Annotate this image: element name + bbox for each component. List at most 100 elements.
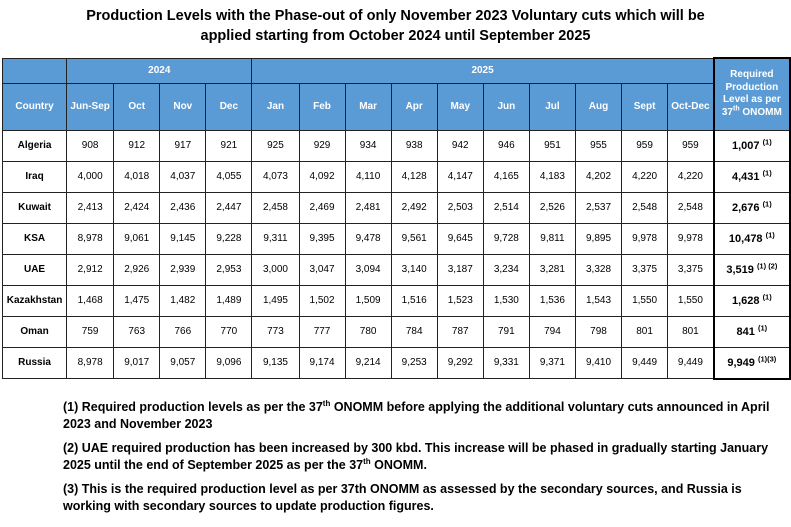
value-cell: 2,537 xyxy=(574,191,623,224)
value-cell: 942 xyxy=(436,129,484,162)
value-cell: 2,912 xyxy=(66,253,115,286)
required-level-footnote-ref: (1) (2) xyxy=(756,260,778,270)
value-cell: 9,228 xyxy=(205,222,253,255)
column-header: Sept xyxy=(621,82,669,131)
value-cell: 4,220 xyxy=(621,160,669,193)
value-cell: 787 xyxy=(436,315,484,348)
value-cell: 2,939 xyxy=(159,253,207,286)
country-cell: Kuwait xyxy=(1,191,68,224)
value-cell: 9,478 xyxy=(344,222,392,255)
column-header-row: Country Jun-Sep Oct Nov Dec Jan Feb Mar Apr May J… xyxy=(1,82,791,131)
required-header-text: Required Production Level as per 37 xyxy=(721,69,781,118)
column-header: Oct-Dec xyxy=(667,82,715,131)
value-cell: 9,292 xyxy=(436,346,484,379)
value-cell: 4,128 xyxy=(390,160,438,193)
value-cell: 1,543 xyxy=(574,284,623,317)
production-table: 2024 2025 Required Production Level as p… xyxy=(1,57,791,380)
value-cell: 4,092 xyxy=(298,160,346,193)
value-cell: 938 xyxy=(390,129,438,162)
value-cell: 1,536 xyxy=(528,284,576,317)
value-cell: 1,489 xyxy=(205,284,253,317)
year-header-row: 2024 2025 Required Production Level as p… xyxy=(1,57,791,131)
required-level-footnote-ref: (1) xyxy=(757,322,768,332)
value-cell: 3,281 xyxy=(528,253,576,286)
column-header: May xyxy=(436,82,484,131)
column-header: Nov xyxy=(159,82,207,131)
required-level-value: 1,628 xyxy=(731,294,760,307)
required-level-cell: 2,676 (1) xyxy=(712,191,791,224)
value-cell: 8,978 xyxy=(66,346,115,379)
value-cell: 9,978 xyxy=(667,222,715,255)
value-cell: 9,311 xyxy=(251,222,300,255)
year-2025-header: 2025 xyxy=(251,57,715,84)
column-header: Jul xyxy=(528,82,576,131)
table-row: KSA 8,978 9,061 9,145 9,228 9,311 9,395 9,478 9,… xyxy=(1,222,791,255)
value-cell: 2,436 xyxy=(159,191,207,224)
value-cell: 908 xyxy=(66,129,115,162)
value-cell: 4,183 xyxy=(528,160,576,193)
required-level-footnote-ref: (1) xyxy=(762,198,772,208)
value-cell: 9,057 xyxy=(159,346,207,379)
value-cell: 4,037 xyxy=(159,160,207,193)
country-cell: Kazakhstan xyxy=(1,284,68,317)
required-level-footnote-ref: (1) xyxy=(765,229,775,239)
value-cell: 4,220 xyxy=(667,160,715,193)
value-cell: 9,410 xyxy=(574,346,623,379)
title-line-2: applied starting from October 2024 until… xyxy=(200,28,591,44)
value-cell: 917 xyxy=(159,129,207,162)
value-cell: 766 xyxy=(159,315,207,348)
value-cell: 9,096 xyxy=(205,346,253,379)
value-cell: 9,253 xyxy=(390,346,438,379)
required-level-value: 3,519 xyxy=(726,263,754,276)
required-level-cell: 10,478 (1) xyxy=(712,222,791,255)
value-cell: 955 xyxy=(574,129,623,162)
value-cell: 1,516 xyxy=(390,284,438,317)
table-body: Algeria 908 912 917 921 925 929 934 938 942 946 951… xyxy=(1,129,791,380)
value-cell: 3,094 xyxy=(344,253,392,286)
country-cell: Iraq xyxy=(1,160,68,193)
required-level-footnote-ref: (1) xyxy=(762,167,772,177)
country-cell: Algeria xyxy=(1,129,68,162)
table-row: Kuwait 2,413 2,424 2,436 2,447 2,458 2,469 2,48… xyxy=(1,191,791,224)
value-cell: 1,468 xyxy=(66,284,115,317)
value-cell: 3,047 xyxy=(298,253,346,286)
footnotes: (1) Required production levels as per th… xyxy=(63,399,778,522)
required-level-cell: 1,628 (1) xyxy=(712,284,791,317)
value-cell: 4,000 xyxy=(66,160,115,193)
required-level-cell: 9,949 (1)(3) xyxy=(712,346,791,380)
value-cell: 921 xyxy=(205,129,253,162)
value-cell: 801 xyxy=(621,315,669,348)
value-cell: 777 xyxy=(298,315,346,348)
value-cell: 9,061 xyxy=(113,222,161,255)
column-header: Dec xyxy=(205,82,253,131)
value-cell: 925 xyxy=(251,129,300,162)
value-cell: 784 xyxy=(390,315,438,348)
required-header-suffix: ONOMM xyxy=(739,106,782,118)
title-line-1: Production Levels with the Phase-out of … xyxy=(86,8,705,24)
footnote-2-text-end: ONOMM. xyxy=(370,458,427,472)
value-cell: 2,926 xyxy=(113,253,161,286)
footnote-2-sup: th xyxy=(363,456,371,466)
value-cell: 912 xyxy=(113,129,161,162)
value-cell: 1,530 xyxy=(482,284,530,317)
required-level-value: 9,949 xyxy=(727,356,755,369)
required-level-cell: 3,519 (1) (2) xyxy=(712,253,791,286)
required-level-cell: 841 (1) xyxy=(712,315,791,348)
value-cell: 929 xyxy=(298,129,346,162)
value-cell: 2,424 xyxy=(113,191,161,224)
table-row: Kazakhstan 1,468 1,475 1,482 1,489 1,495 1,502… xyxy=(1,284,791,317)
value-cell: 4,055 xyxy=(205,160,253,193)
value-cell: 2,548 xyxy=(621,191,669,224)
table-row: UAE 2,912 2,926 2,939 2,953 3,000 3,047 3,094 3,… xyxy=(1,253,791,286)
required-level-footnote-ref: (1)(3) xyxy=(757,353,777,363)
value-cell: 9,728 xyxy=(482,222,530,255)
value-cell: 2,953 xyxy=(205,253,253,286)
value-cell: 3,328 xyxy=(574,253,623,286)
table-row: Iraq 4,000 4,018 4,037 4,055 4,073 4,092 4,110 4… xyxy=(1,160,791,193)
value-cell: 2,481 xyxy=(344,191,392,224)
column-header: Oct xyxy=(113,82,161,131)
value-cell: 9,214 xyxy=(344,346,392,379)
required-level-value: 4,431 xyxy=(731,170,760,183)
footnote-1-text-end: ONOMM before applying the additional vol… xyxy=(63,400,770,431)
value-cell: 4,165 xyxy=(482,160,530,193)
